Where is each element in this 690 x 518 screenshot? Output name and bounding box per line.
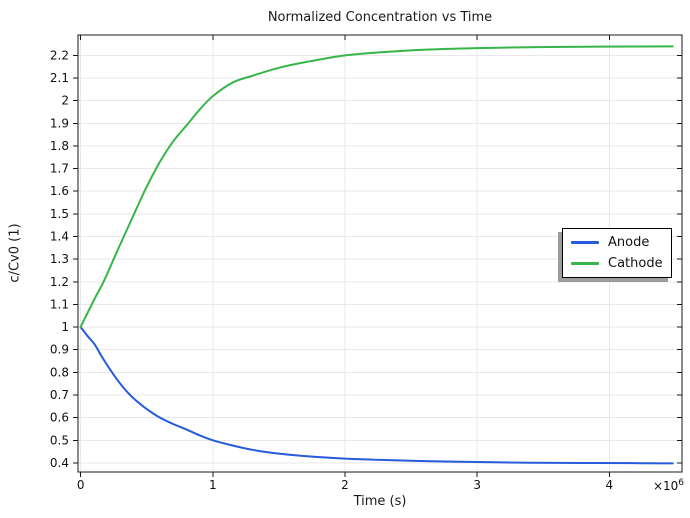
- legend-label-anode: Anode: [608, 235, 650, 250]
- x-tick-label: 4: [605, 478, 613, 492]
- y-tick-label: 1.4: [50, 230, 69, 244]
- y-tick-label: 1.3: [50, 252, 69, 266]
- series-curve-cathode: [79, 45, 674, 329]
- y-tick-label: 0.8: [50, 365, 69, 379]
- x-axis-label: Time (s): [353, 494, 407, 509]
- y-tick-label: 1.5: [50, 207, 69, 221]
- y-tick-label: 0.6: [50, 411, 69, 425]
- multiplier-exponent: 6: [678, 478, 684, 488]
- y-tick-label: 2: [61, 94, 69, 108]
- y-tick-label: 0.5: [50, 433, 69, 447]
- y-tick-label: 2.2: [50, 48, 69, 62]
- cathode-line-sample-icon: [571, 262, 599, 265]
- y-tick-label: 1.9: [50, 116, 69, 130]
- legend-label-cathode: Cathode: [608, 256, 663, 271]
- y-tick-label: 0.4: [50, 456, 69, 470]
- x-tick-label: 3: [473, 478, 481, 492]
- x-tick-label: 1: [209, 478, 217, 492]
- multiplier-base: ×10: [652, 479, 679, 493]
- legend-item-anode: Anode: [571, 232, 663, 253]
- legend-item-cathode: Cathode: [571, 253, 663, 274]
- x-tick-label: 2: [341, 478, 349, 492]
- x-tick-label: 0: [77, 478, 85, 492]
- y-tick-label: 2.1: [50, 71, 69, 85]
- y-tick-label: 1: [61, 320, 69, 334]
- y-tick-label: 1.1: [50, 297, 69, 311]
- x-axis-multiplier: ×106: [653, 478, 684, 493]
- chart-title: Normalized Concentration vs Time: [267, 10, 493, 25]
- y-tick-label: 1.6: [50, 184, 69, 198]
- y-tick-label: 1.2: [50, 275, 69, 289]
- legend: Anode Cathode: [562, 228, 672, 278]
- plot-frame: [77, 34, 683, 473]
- y-tick-label: 1.7: [50, 162, 69, 176]
- y-tick-label: 1.8: [50, 139, 69, 153]
- anode-line-sample-icon: [571, 241, 599, 244]
- y-tick-label: 0.9: [50, 343, 69, 357]
- y-tick-label: 0.7: [50, 388, 69, 402]
- series-curve-anode: [79, 326, 674, 465]
